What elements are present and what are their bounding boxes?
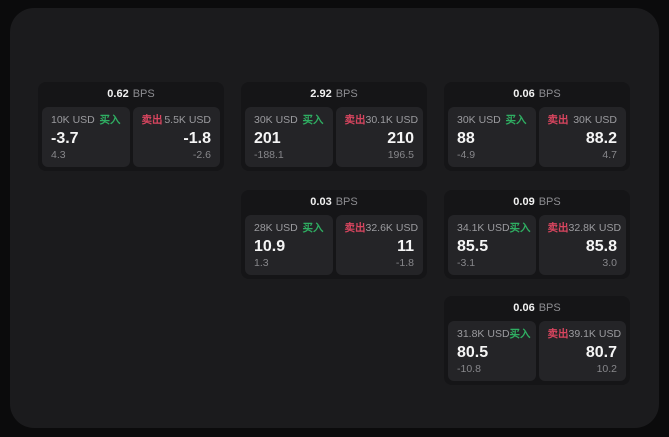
sell-quote-tile[interactable]: 卖出 5.5K USD -1.8 -2.6 bbox=[132, 107, 220, 167]
sell-side-label: 卖出 bbox=[547, 222, 569, 234]
sell-amount: 5.5K USD bbox=[164, 114, 211, 126]
sell-side-label: 卖出 bbox=[547, 114, 569, 126]
buy-price: 88 bbox=[457, 130, 475, 147]
sell-quote-tile[interactable]: 卖出 32.6K USD 11 -1.8 bbox=[335, 215, 423, 275]
buy-quote-tile[interactable]: 10K USD 买入 -3.7 4.3 bbox=[42, 107, 130, 167]
card-header: 2.92 BPS bbox=[241, 82, 427, 107]
buy-delta: -188.1 bbox=[254, 149, 284, 161]
bps-value: 0.06 bbox=[513, 302, 535, 314]
bps-value: 0.62 bbox=[107, 88, 129, 100]
bps-unit-label: BPS bbox=[335, 88, 358, 100]
sell-price: 11 bbox=[397, 238, 414, 255]
buy-amount: 30K USD bbox=[457, 114, 501, 126]
sell-side-label: 卖出 bbox=[344, 114, 366, 126]
sell-quote-tile[interactable]: 卖出 39.1K USD 80.7 10.2 bbox=[538, 321, 626, 381]
buy-delta: 1.3 bbox=[254, 257, 269, 269]
bps-unit-label: BPS bbox=[538, 88, 561, 100]
sell-side-label: 卖出 bbox=[344, 222, 366, 234]
buy-quote-tile[interactable]: 31.8K USD 买入 80.5 -10.8 bbox=[448, 321, 536, 381]
sell-delta: -1.8 bbox=[395, 257, 414, 269]
card-header: 0.06 BPS bbox=[444, 82, 630, 107]
sell-quote-tile[interactable]: 卖出 30K USD 88.2 4.7 bbox=[538, 107, 626, 167]
quotes-panel: 0.62 BPS 10K USD 买入 -3.7 4.3 卖出 5.5K USD bbox=[10, 8, 659, 428]
quote-card: 0.09 BPS 34.1K USD 买入 85.5 -3.1 卖出 32.8K… bbox=[444, 190, 630, 279]
sell-side-label: 卖出 bbox=[547, 328, 569, 340]
quote-card: 2.92 BPS 30K USD 买入 201 -188.1 卖出 30.1K … bbox=[241, 82, 427, 171]
card-body: 34.1K USD 买入 85.5 -3.1 卖出 32.8K USD 85.8… bbox=[448, 215, 626, 275]
buy-amount: 10K USD bbox=[51, 114, 95, 126]
card-body: 30K USD 买入 201 -188.1 卖出 30.1K USD 210 1… bbox=[245, 107, 423, 167]
quote-card: 0.03 BPS 28K USD 买入 10.9 1.3 卖出 32.6K US… bbox=[241, 190, 427, 279]
quote-card: 0.62 BPS 10K USD 买入 -3.7 4.3 卖出 5.5K USD bbox=[38, 82, 224, 171]
buy-quote-tile[interactable]: 30K USD 买入 201 -188.1 bbox=[245, 107, 333, 167]
buy-price: 80.5 bbox=[457, 344, 489, 361]
sell-price: -1.8 bbox=[183, 130, 211, 147]
sell-delta: 196.5 bbox=[387, 149, 414, 161]
buy-side-label: 买入 bbox=[302, 222, 324, 234]
buy-delta: 4.3 bbox=[51, 149, 66, 161]
sell-delta: 10.2 bbox=[596, 363, 617, 375]
buy-price: 85.5 bbox=[457, 238, 489, 255]
bps-value: 0.09 bbox=[513, 196, 535, 208]
card-body: 10K USD 买入 -3.7 4.3 卖出 5.5K USD -1.8 -2.… bbox=[42, 107, 220, 167]
sell-price: 80.7 bbox=[585, 344, 617, 361]
bps-unit-label: BPS bbox=[538, 302, 561, 314]
buy-quote-tile[interactable]: 34.1K USD 买入 85.5 -3.1 bbox=[448, 215, 536, 275]
sell-quote-tile[interactable]: 卖出 32.8K USD 85.8 3.0 bbox=[538, 215, 626, 275]
bps-value: 2.92 bbox=[310, 88, 332, 100]
buy-amount: 34.1K USD bbox=[457, 222, 510, 234]
sell-amount: 32.6K USD bbox=[365, 222, 419, 234]
quote-card: 0.06 BPS 30K USD 买入 88 -4.9 卖出 30K USD bbox=[444, 82, 630, 171]
buy-delta: -3.1 bbox=[457, 257, 476, 269]
sell-amount: 32.8K USD bbox=[568, 222, 622, 234]
sell-amount: 30.1K USD bbox=[365, 114, 419, 126]
sell-amount: 30K USD bbox=[573, 114, 617, 126]
bps-unit-label: BPS bbox=[538, 196, 561, 208]
card-header: 0.62 BPS bbox=[38, 82, 224, 107]
sell-price: 88.2 bbox=[585, 130, 617, 147]
sell-delta: 3.0 bbox=[602, 257, 617, 269]
card-header: 0.03 BPS bbox=[241, 190, 427, 215]
sell-price: 85.8 bbox=[585, 238, 617, 255]
bps-unit-label: BPS bbox=[335, 196, 358, 208]
card-header: 0.06 BPS bbox=[444, 296, 630, 321]
sell-price: 210 bbox=[387, 130, 414, 147]
buy-side-label: 买入 bbox=[505, 114, 527, 126]
card-header: 0.09 BPS bbox=[444, 190, 630, 215]
buy-quote-tile[interactable]: 30K USD 买入 88 -4.9 bbox=[448, 107, 536, 167]
buy-price: 10.9 bbox=[254, 238, 286, 255]
quote-card: 0.06 BPS 31.8K USD 买入 80.5 -10.8 卖出 39.1… bbox=[444, 296, 630, 385]
sell-quote-tile[interactable]: 卖出 30.1K USD 210 196.5 bbox=[335, 107, 423, 167]
buy-amount: 28K USD bbox=[254, 222, 298, 234]
buy-side-label: 买入 bbox=[509, 222, 531, 234]
sell-amount: 39.1K USD bbox=[568, 328, 622, 340]
buy-delta: -4.9 bbox=[457, 149, 476, 161]
card-body: 30K USD 买入 88 -4.9 卖出 30K USD 88.2 4.7 bbox=[448, 107, 626, 167]
bps-unit-label: BPS bbox=[132, 88, 155, 100]
sell-delta: 4.7 bbox=[602, 149, 617, 161]
buy-amount: 30K USD bbox=[254, 114, 298, 126]
bps-value: 0.03 bbox=[310, 196, 332, 208]
buy-side-label: 买入 bbox=[99, 114, 121, 126]
bps-value: 0.06 bbox=[513, 88, 535, 100]
buy-side-label: 买入 bbox=[302, 114, 324, 126]
sell-delta: -2.6 bbox=[192, 149, 211, 161]
card-body: 28K USD 买入 10.9 1.3 卖出 32.6K USD 11 -1.8 bbox=[245, 215, 423, 275]
sell-side-label: 卖出 bbox=[141, 114, 163, 126]
buy-quote-tile[interactable]: 28K USD 买入 10.9 1.3 bbox=[245, 215, 333, 275]
buy-delta: -10.8 bbox=[457, 363, 481, 375]
card-body: 31.8K USD 买入 80.5 -10.8 卖出 39.1K USD 80.… bbox=[448, 321, 626, 381]
buy-amount: 31.8K USD bbox=[457, 328, 510, 340]
buy-side-label: 买入 bbox=[509, 328, 531, 340]
buy-price: -3.7 bbox=[51, 130, 79, 147]
buy-price: 201 bbox=[254, 130, 281, 147]
